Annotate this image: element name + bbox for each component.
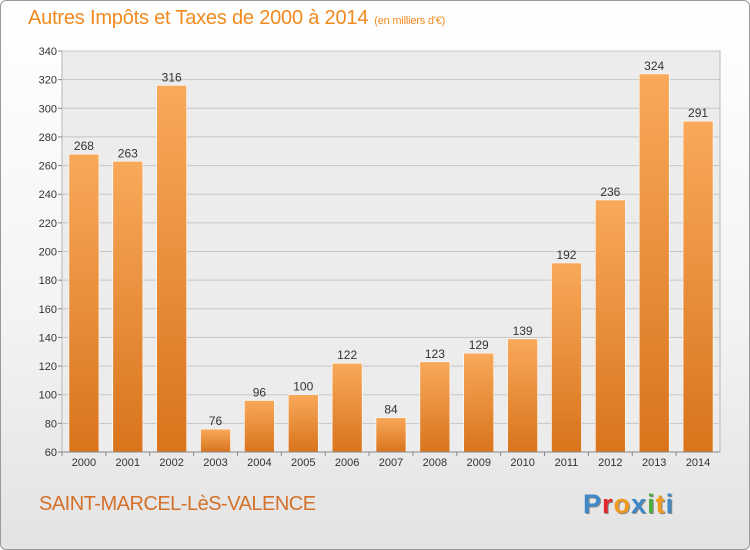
logo-letter: o — [613, 489, 632, 519]
x-tick-label: 2005 — [291, 457, 315, 469]
bar — [638, 73, 670, 453]
bar — [68, 153, 100, 453]
x-tick-label: 2013 — [642, 457, 666, 469]
bar — [463, 352, 495, 453]
bar-value-label: 139 — [513, 324, 533, 338]
y-tick-label: 320 — [39, 75, 57, 87]
bar-value-label: 236 — [600, 185, 620, 199]
y-tick-label: 300 — [39, 103, 57, 115]
y-tick-label: 160 — [39, 304, 57, 316]
bar-value-label: 122 — [337, 348, 357, 362]
bar — [682, 120, 714, 453]
logo-letter: i — [647, 489, 656, 519]
logo-letter: P — [583, 489, 603, 519]
bar — [112, 160, 144, 453]
bar — [244, 400, 275, 453]
x-tick-label: 2011 — [555, 457, 579, 469]
y-tick-label: 180 — [39, 275, 57, 287]
y-tick-label: 220 — [39, 218, 57, 230]
bar-value-label: 84 — [384, 403, 398, 417]
logo-letter: r — [602, 489, 614, 519]
bar — [595, 199, 626, 453]
bar — [200, 428, 231, 453]
bar — [375, 417, 407, 453]
bar — [287, 394, 319, 453]
bar-value-label: 100 — [293, 380, 313, 394]
x-tick-label: 2007 — [379, 457, 403, 469]
x-tick-label: 2012 — [598, 457, 622, 469]
y-tick-label: 340 — [39, 46, 57, 58]
y-tick-label: 200 — [39, 247, 57, 259]
bar-value-label: 268 — [74, 139, 94, 153]
unit-label: (en milliers d'€) — [374, 15, 446, 27]
x-tick-label: 2014 — [686, 457, 710, 469]
x-tick-label: 2001 — [116, 457, 140, 469]
y-tick-label: 140 — [39, 332, 57, 344]
logo-letter: i — [665, 489, 675, 519]
x-tick-label: 2006 — [335, 457, 359, 469]
x-tick-label: 2004 — [247, 457, 271, 469]
chart-title-text: Autres Impôts et Taxes de 2000 à 2014 — [28, 7, 369, 29]
logo-letter: x — [631, 489, 648, 519]
y-tick-label: 260 — [39, 161, 57, 173]
x-tick-label: 2010 — [510, 457, 534, 469]
x-tick-label: 2000 — [72, 457, 96, 469]
bar — [507, 338, 538, 453]
y-tick-label: 120 — [39, 361, 57, 373]
y-tick-label: 80 — [45, 418, 57, 430]
bar-value-label: 324 — [644, 59, 664, 73]
bar-value-label: 129 — [469, 338, 489, 352]
bar — [419, 361, 451, 453]
y-tick-label: 240 — [39, 189, 57, 201]
x-tick-label: 2009 — [466, 457, 490, 469]
bar — [331, 362, 363, 453]
bar-value-label: 96 — [253, 385, 267, 399]
bar-value-label: 76 — [209, 414, 223, 428]
x-tick-label: 2003 — [203, 457, 227, 469]
city-name: SAINT-MARCEL-LèS-VALENCE — [39, 493, 316, 515]
x-tick-label: 2008 — [423, 457, 447, 469]
y-tick-label: 280 — [39, 132, 57, 144]
x-tick-label: 2002 — [159, 457, 183, 469]
bar-value-label: 192 — [556, 248, 576, 262]
bar-value-label: 291 — [688, 106, 708, 120]
y-tick-label: 100 — [39, 390, 57, 402]
chart-title: Autres Impôts et Taxes de 2000 à 2014 (en… — [28, 7, 445, 30]
bar-value-label: 123 — [425, 347, 445, 361]
bar-value-label: 263 — [118, 146, 138, 160]
proxiti-logo: Proxiti — [583, 489, 674, 520]
y-tick-label: 60 — [45, 447, 57, 459]
bar — [156, 85, 187, 453]
bar-value-label: 316 — [162, 70, 182, 84]
bar — [551, 262, 582, 453]
logo-letter: t — [655, 489, 666, 519]
